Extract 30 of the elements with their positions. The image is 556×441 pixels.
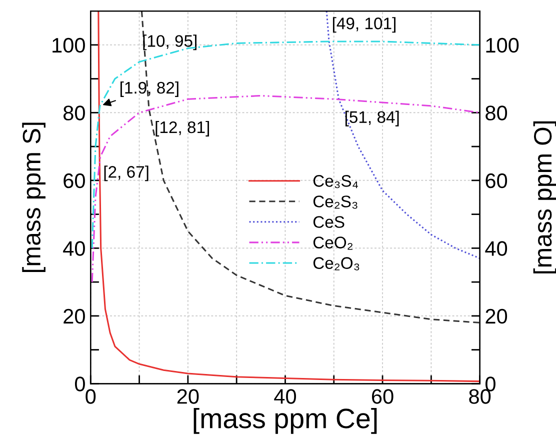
legend-label: CeS — [313, 216, 344, 228]
y-tick-label: 100 — [52, 38, 85, 53]
y-tick-label: 0 — [74, 376, 85, 392]
annotation: [2, 67] — [104, 166, 148, 182]
legend-label: Ce₃S₄ — [313, 175, 358, 188]
y-tick-label: 20 — [64, 308, 85, 324]
y2-tick-label: 0 — [486, 376, 496, 392]
legend-label: CeO₂ — [313, 236, 353, 250]
annotation: [10, 95] — [143, 34, 196, 50]
legend-label: Ce₂S₃ — [313, 196, 358, 209]
y2-tick-label: 20 — [486, 308, 508, 324]
y-tick-label: 60 — [64, 173, 85, 188]
y-tick-label: 40 — [63, 241, 85, 256]
annotation: [49, 101] — [332, 17, 396, 33]
y2-tick-label: 60 — [486, 173, 508, 188]
y-tick-label: 80 — [64, 106, 85, 120]
x-tick-label: 20 — [177, 389, 199, 404]
y2-tick-label: 100 — [486, 38, 519, 53]
x-tick-label: 0 — [86, 389, 96, 404]
x-tick-label: 40 — [274, 389, 296, 404]
x-axis-title: [mass ppm Ce] — [194, 408, 377, 434]
x-tick-label: 80 — [469, 389, 491, 404]
annotation: [1.9, 82] — [120, 81, 178, 97]
annotation: [12, 81] — [156, 120, 209, 136]
x-tick-label: 60 — [372, 389, 394, 404]
y2-tick-label: 40 — [485, 241, 508, 256]
y-axis-title: [mass ppm S] — [22, 122, 46, 272]
annotation: [51, 84] — [345, 110, 399, 126]
y2-tick-label: 80 — [486, 106, 508, 120]
legend-label: Ce₂O₃ — [313, 257, 360, 270]
